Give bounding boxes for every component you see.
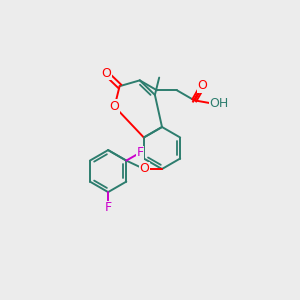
Text: F: F: [105, 201, 112, 214]
Text: O: O: [110, 100, 119, 113]
Text: O: O: [198, 79, 208, 92]
Text: O: O: [139, 163, 149, 176]
Text: O: O: [101, 67, 111, 80]
Text: OH: OH: [209, 97, 228, 110]
Text: F: F: [136, 146, 143, 159]
